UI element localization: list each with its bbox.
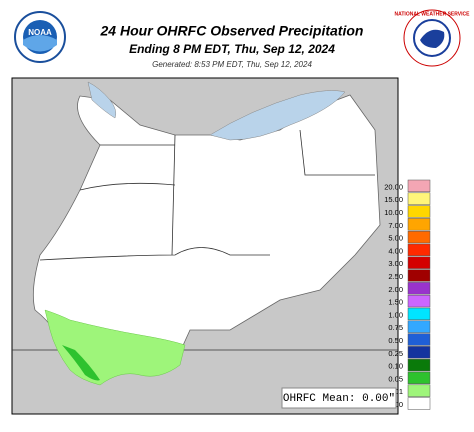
legend-swatch <box>407 282 431 295</box>
legend-label: 20.00 <box>384 182 403 191</box>
legend-swatch <box>407 269 431 282</box>
legend-label: 15.00 <box>384 195 403 204</box>
legend-swatch <box>407 205 431 218</box>
noaa-logo: NOAA <box>14 11 66 63</box>
subtitle: Ending 8 PM EDT, Thu, Sep 12, 2024 <box>129 42 335 56</box>
legend-label: 1.00 <box>388 310 403 319</box>
legend-swatch <box>407 218 431 231</box>
legend-swatch <box>407 384 431 397</box>
map <box>11 77 399 415</box>
legend-label: 2.50 <box>388 272 403 281</box>
legend-label: 2.00 <box>388 285 403 294</box>
legend-label: 7.00 <box>388 221 403 230</box>
legend-label: 0.50 <box>388 336 403 345</box>
legend-swatch <box>407 192 431 205</box>
legend-swatch <box>407 243 431 257</box>
legend-swatch <box>407 371 431 385</box>
lake-michigan <box>87 81 117 119</box>
legend-label: 3.00 <box>388 259 403 268</box>
noaa-text: NOAA <box>28 28 52 37</box>
legend-label: 10.00 <box>384 208 403 217</box>
legend-swatch <box>407 320 431 333</box>
legend-label: 5.00 <box>388 234 403 243</box>
legend-swatch <box>407 397 431 410</box>
precip-mid <box>62 345 100 381</box>
legend-swatch <box>407 179 431 193</box>
legend: 20.00 15.00 10.00 7.00 5.00 4.00 3.00 2.50 2.00 1… <box>384 179 431 410</box>
legend-label: 0.25 <box>388 349 403 358</box>
legend-swatch <box>407 358 431 372</box>
legend-swatch <box>407 333 431 346</box>
state-lines <box>12 129 398 351</box>
legend-label: 0.05 <box>388 374 403 383</box>
legend-swatch <box>407 346 431 359</box>
legend-label: 4.00 <box>388 246 403 255</box>
legend-swatch <box>407 307 431 321</box>
mean-box <box>281 387 397 409</box>
legend-label: 1.50 <box>388 298 403 307</box>
legend-label: 0.10 <box>388 362 403 371</box>
legend-swatch <box>407 256 431 269</box>
title: 24 Hour OHRFC Observed Precipitation <box>100 23 364 39</box>
nws-text: NATIONAL WEATHER SERVICE <box>395 11 471 17</box>
nws-logo: NATIONAL WEATHER SERVICE <box>395 9 471 67</box>
legend-swatch <box>407 230 431 244</box>
mean-label: OHRFC Mean: 0.00" <box>283 393 395 405</box>
legend-label: 0.75 <box>388 323 403 332</box>
legend-swatch <box>407 294 431 308</box>
generated: Generated: 8:53 PM EDT, Thu, Sep 12, 202… <box>152 60 312 69</box>
lake-erie <box>209 90 346 141</box>
